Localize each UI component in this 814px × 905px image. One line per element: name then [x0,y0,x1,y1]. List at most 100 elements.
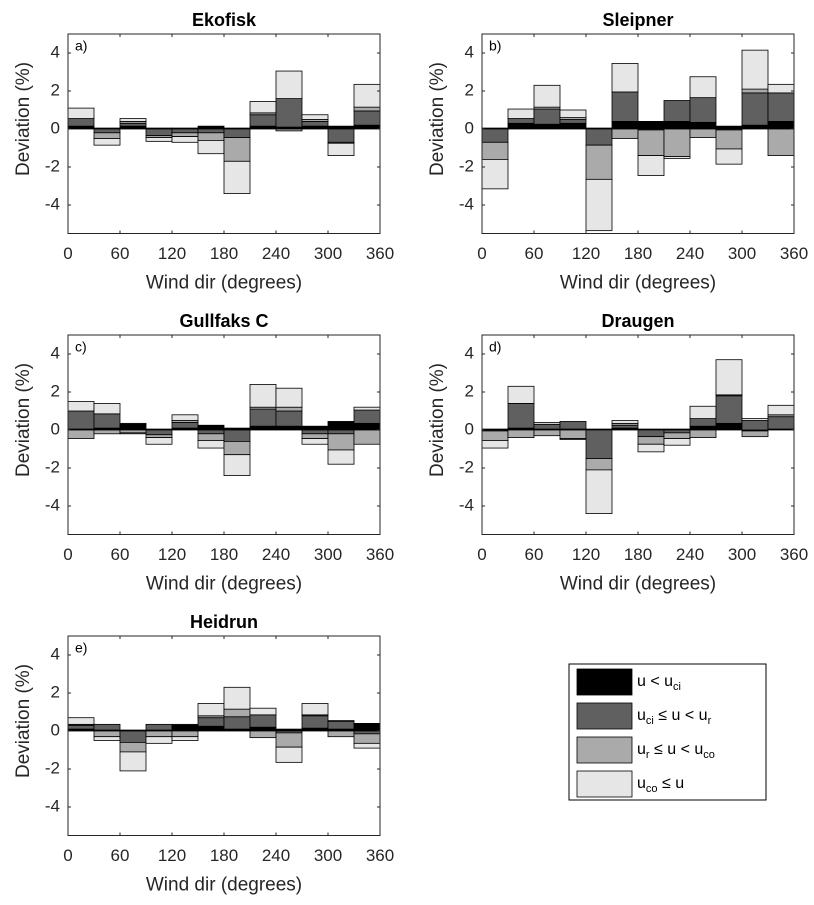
legend-swatch [576,668,633,696]
bar-segment [93,429,121,435]
y-axis-label: Deviation (%) [13,363,34,477]
bar-segment [249,714,277,728]
bar-segment [301,125,329,130]
legend-label: uci ≤ u < ur [637,707,712,727]
x-tick-label: 180 [624,244,652,263]
y-tick-label: -2 [45,457,60,476]
chart-title: Gullfaks C [179,311,268,331]
bar-segment [585,429,613,459]
legend-text-part: co [646,783,658,795]
bar-segment [637,443,665,453]
bar-segment [559,109,587,118]
bar-segment [301,114,329,120]
legend-text-part: u [637,707,646,724]
bar-segment [353,723,381,732]
y-tick-label: 0 [465,419,474,438]
bar-segment [275,410,303,427]
y-axis-label: Deviation (%) [427,363,448,477]
bar-segment [585,178,613,232]
bar-segment [327,433,355,451]
bar-segment [767,416,795,430]
bar-segment [327,142,355,157]
bar-segment [327,421,355,431]
bar-segment [249,125,277,130]
bar-segment [353,733,381,744]
legend-swatch [576,702,633,730]
bar-segment [171,736,199,741]
bar-segment [611,63,639,93]
bar-segment [637,429,665,438]
bar-segment [585,128,613,146]
x-tick-label: 240 [262,244,290,263]
bar-segment [67,410,95,430]
x-tick-label: 60 [111,244,130,263]
bar-segment [171,136,199,143]
bar-segment [119,429,147,434]
bar-segment [223,137,251,162]
bar-segment [249,425,277,431]
bar-segment [689,418,717,427]
bar-segment [507,429,535,438]
bar-segment [741,49,769,90]
x-tick-label: 300 [728,545,756,564]
y-axis-label: Deviation (%) [13,62,34,176]
y-tick-label: 2 [465,80,474,99]
bar-segment [741,124,769,130]
legend-text-part: ≤ u < u [650,741,704,758]
bar-segment [275,406,303,412]
bar-segment [145,437,173,445]
x-tick-label: 300 [314,244,342,263]
bar-segment [197,429,225,435]
bar-segment [585,458,613,471]
bar-segment [353,429,381,445]
x-axis-label: Wind dir (degrees) [560,574,716,595]
bar-segment [197,424,225,431]
bar-segment [353,124,381,130]
bar-segment [507,122,535,130]
x-tick-label: 0 [63,244,72,263]
x-tick-label: 300 [314,846,342,865]
bar-segment [353,730,381,735]
y-tick-label: 4 [51,644,60,663]
bar-segment [637,155,665,176]
y-tick-label: 0 [51,720,60,739]
x-tick-label: 240 [676,545,704,564]
bar-segment [533,84,561,108]
bar-segment [93,723,121,731]
y-tick-label: 4 [51,343,60,362]
legend-text-part: r [646,749,650,761]
bar-segment [533,123,561,130]
y-tick-label: 4 [465,42,474,61]
bar-segment [353,409,381,424]
x-tick-label: 60 [111,846,130,865]
bar-segment [249,730,277,739]
bar-segment [767,404,795,416]
x-axis-label: Wind dir (degrees) [146,875,302,896]
panel-label: b) [489,38,501,54]
bar-segment [715,359,743,396]
bar-segment [119,423,147,431]
bar-segment [171,128,199,134]
bar-segment [197,433,225,441]
bar-segment [119,432,147,435]
bar-segment [145,736,173,744]
x-tick-label: 120 [158,244,186,263]
bar-segment [327,730,355,738]
bar-segment [689,405,717,420]
bar-segment [275,387,303,408]
x-tick-label: 360 [780,545,808,564]
bar-segment [67,107,95,119]
bar-segment [197,717,225,727]
x-tick-label: 60 [525,545,544,564]
bar-segment [481,440,509,449]
x-tick-label: 0 [63,846,72,865]
bar-segment [145,434,173,438]
bar-segment [223,160,251,195]
x-tick-label: 120 [572,244,600,263]
x-tick-label: 120 [572,545,600,564]
y-tick-label: -2 [459,457,474,476]
bar-segment [533,429,561,437]
bar-segment [93,736,121,741]
legend-text-part: r [708,715,712,727]
bar-segment [145,723,173,731]
